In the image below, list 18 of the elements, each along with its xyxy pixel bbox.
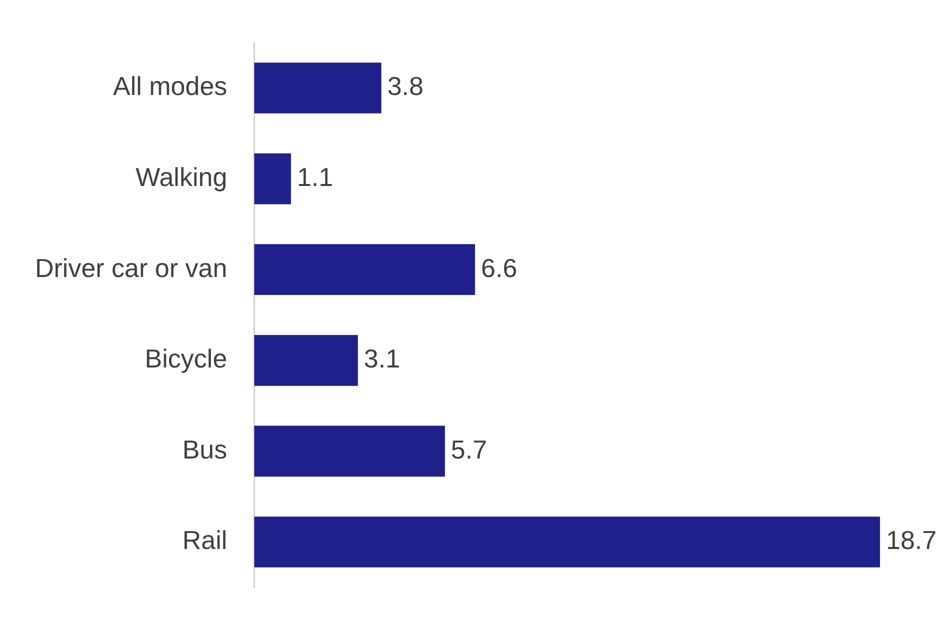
data-label: 18.7 xyxy=(886,525,937,556)
y-tick-label: Bus xyxy=(182,434,228,464)
data-label: 3.8 xyxy=(387,71,424,102)
bar xyxy=(254,426,445,477)
y-tick-label: Driver car or van xyxy=(35,252,228,283)
bar xyxy=(254,244,476,296)
y-tick-label: Bicycle xyxy=(144,344,228,374)
y-tick-label: Rail xyxy=(182,525,228,556)
data-label: 5.7 xyxy=(450,434,488,464)
y-tick-label: Walking xyxy=(136,162,228,192)
bar xyxy=(254,334,358,386)
bar xyxy=(254,62,382,114)
data-label: 1.1 xyxy=(296,162,334,192)
bar xyxy=(254,516,880,568)
data-label: 3.1 xyxy=(364,344,400,374)
y-tick-label: All modes xyxy=(113,71,228,102)
data-label: 6.6 xyxy=(481,252,518,283)
bar xyxy=(254,153,291,204)
